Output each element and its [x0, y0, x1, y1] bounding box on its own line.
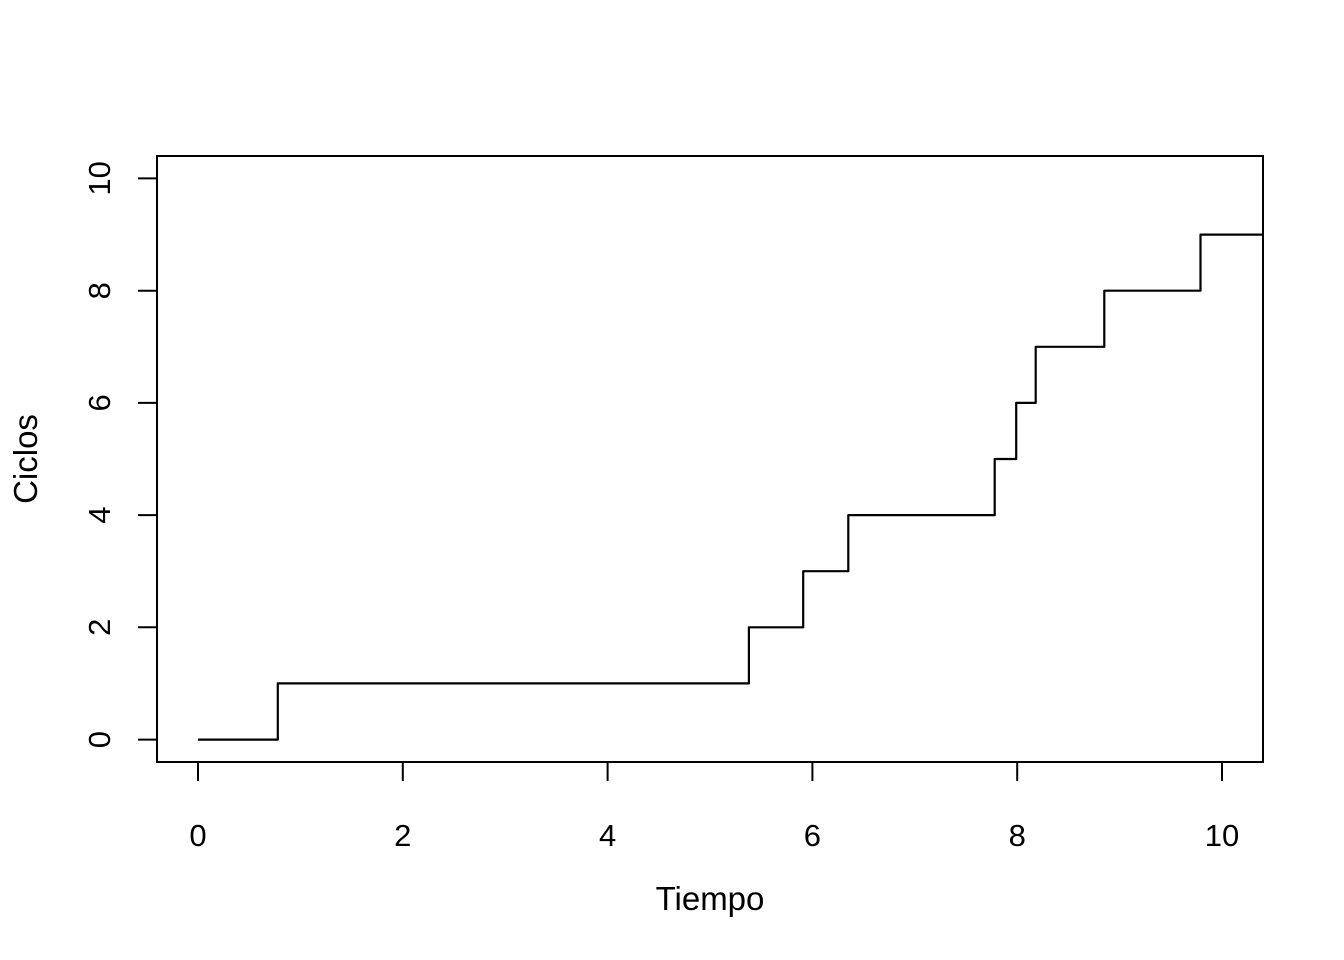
- axes-layer: 0 2 4 6 8 10 0 2 4 6 8 10: [82, 155, 1264, 853]
- y-axis-label: Ciclos: [7, 414, 44, 504]
- y-tick-label: 8: [82, 282, 117, 299]
- x-tick-label: 2: [394, 818, 411, 853]
- x-tick-label: 8: [1009, 818, 1026, 853]
- x-axis-label: Tiempo: [656, 880, 765, 917]
- y-tick-label: 2: [82, 619, 117, 636]
- x-tick-label: 0: [189, 818, 206, 853]
- step-line: [198, 233, 1263, 741]
- y-tick-label: 10: [82, 161, 117, 195]
- plot-box: [156, 155, 1264, 763]
- x-tick-label: 4: [599, 818, 616, 853]
- y-tick-label: 0: [82, 731, 117, 748]
- x-tick-label: 10: [1205, 818, 1239, 853]
- y-tick-label: 6: [82, 394, 117, 411]
- x-tick-label: 6: [804, 818, 821, 853]
- y-tick-label: 4: [82, 506, 117, 523]
